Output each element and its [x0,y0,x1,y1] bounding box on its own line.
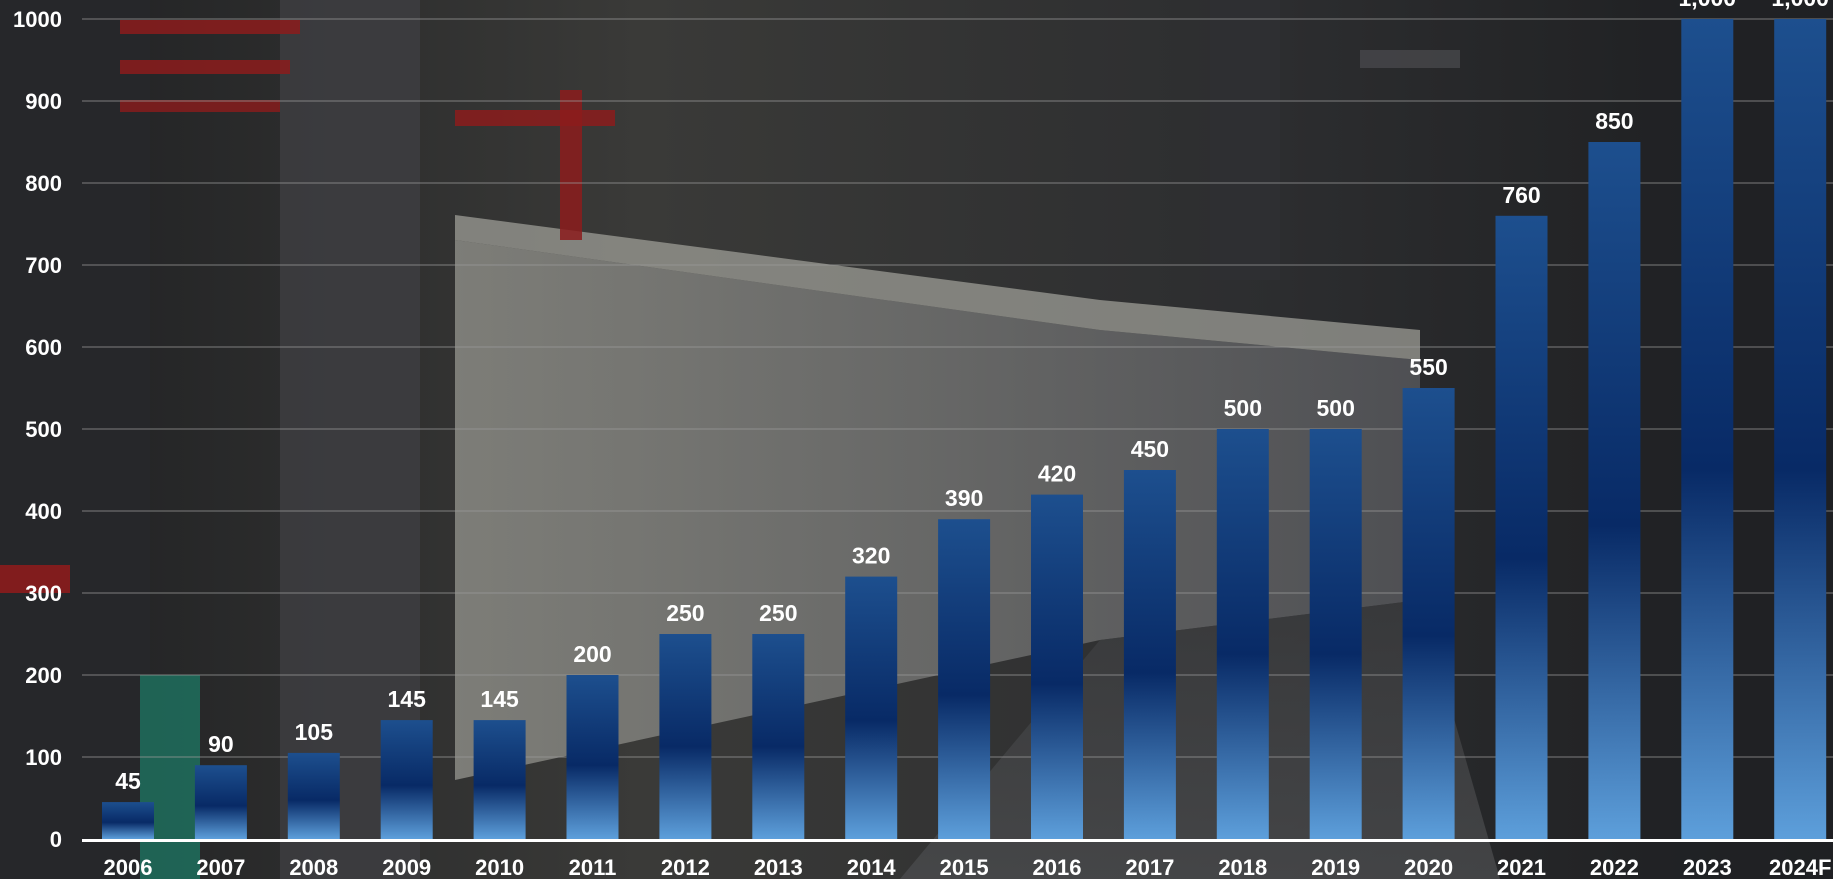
y-tick-label: 800 [25,171,62,196]
y-tick-label: 0 [50,827,62,852]
bar-2019 [1309,429,1362,839]
data-label-2024F: 1,000 [1771,0,1829,11]
bar-2009 [380,720,433,839]
bar-2012 [659,634,712,839]
y-tick-label: 900 [25,89,62,114]
x-tick-label-2021: 2021 [1497,855,1546,879]
data-label-2011: 200 [573,641,611,667]
data-labels: 45 90 105 145 145 200 250 250 320 390 420 450 500 500… [115,0,1829,794]
x-tick-label-2017: 2017 [1125,855,1174,879]
data-label-2012: 250 [666,600,704,626]
data-label-2010: 145 [480,686,519,712]
data-label-2018: 500 [1224,395,1262,421]
bar-2007 [194,765,247,839]
x-tick-label-2014: 2014 [847,855,897,879]
x-axis-tick-labels: 2006 2007 2008 2009 2010 2011 2012 2013 2014 2015… [104,855,1832,879]
y-tick-label: 100 [25,745,62,770]
x-tick-label-2009: 2009 [382,855,431,879]
y-tick-label: 400 [25,499,62,524]
data-label-2015: 390 [945,485,983,511]
data-label-2008: 105 [295,719,334,745]
bars [102,19,1827,840]
data-label-2020: 550 [1409,354,1447,380]
x-tick-label-2022: 2022 [1590,855,1639,879]
bar-2021 [1495,215,1548,840]
bar-2016 [1031,494,1083,839]
bar-2014 [845,576,898,839]
y-tick-label: 700 [25,253,62,278]
y-tick-label: 1000 [13,7,62,32]
bar-2015 [938,519,991,839]
bar-2022 [1588,142,1641,839]
x-tick-label-2016: 2016 [1033,855,1082,879]
data-label-2006: 45 [115,768,141,794]
data-label-2021: 760 [1502,182,1540,208]
bar-2013 [752,634,805,839]
bar-2023 [1681,19,1734,839]
x-tick-label-2018: 2018 [1218,855,1267,879]
x-tick-label-2006: 2006 [104,855,153,879]
x-tick-label-2013: 2013 [754,855,803,879]
x-tick-label-2020: 2020 [1404,855,1453,879]
x-tick-label-2008: 2008 [289,855,338,879]
bar-2020 [1402,388,1455,839]
data-label-2017: 450 [1131,436,1169,462]
bar-2006 [102,802,154,839]
data-label-2007: 90 [208,731,234,757]
y-tick-label: 200 [25,663,62,688]
bar-2018 [1216,429,1269,839]
data-label-2013: 250 [759,600,797,626]
x-tick-label-2023: 2023 [1683,855,1732,879]
data-label-2023: 1,000 [1679,0,1737,11]
x-tick-label-2007: 2007 [196,855,245,879]
bar-2017 [1123,470,1176,839]
data-label-2016: 420 [1038,461,1076,487]
bar-2008 [287,752,340,839]
data-label-2019: 500 [1317,395,1355,421]
y-tick-label: 500 [25,417,62,442]
y-tick-label: 600 [25,335,62,360]
x-tick-label-2019: 2019 [1311,855,1360,879]
x-tick-label-2024F: 2024F [1769,855,1831,879]
x-tick-label-2010: 2010 [475,855,524,879]
data-label-2009: 145 [388,686,427,712]
x-tick-label-2011: 2011 [569,855,617,879]
bar-2024F [1774,19,1827,839]
x-tick-label-2015: 2015 [940,855,989,879]
bar-2010 [473,720,526,839]
x-tick-label-2012: 2012 [661,855,710,879]
bar-2011 [566,675,619,839]
data-label-2022: 850 [1595,108,1633,134]
y-axis-tick-labels: 0 100 200 300 400 500 600 700 800 900 1000 [13,7,62,852]
data-label-2014: 320 [852,543,890,569]
y-tick-label: 300 [25,581,62,606]
